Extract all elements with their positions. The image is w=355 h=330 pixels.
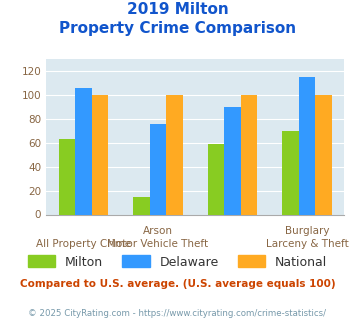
Text: Motor Vehicle Theft: Motor Vehicle Theft <box>108 239 208 249</box>
Text: 2019 Milton: 2019 Milton <box>127 2 228 16</box>
Text: Compared to U.S. average. (U.S. average equals 100): Compared to U.S. average. (U.S. average … <box>20 279 335 289</box>
Text: Arson: Arson <box>143 226 173 236</box>
Text: © 2025 CityRating.com - https://www.cityrating.com/crime-statistics/: © 2025 CityRating.com - https://www.city… <box>28 309 327 317</box>
Text: Property Crime Comparison: Property Crime Comparison <box>59 21 296 36</box>
Text: All Property Crime: All Property Crime <box>36 239 131 249</box>
Text: Larceny & Theft: Larceny & Theft <box>266 239 349 249</box>
Bar <box>241 95 257 214</box>
Bar <box>283 131 299 214</box>
Bar <box>150 124 166 214</box>
Bar <box>59 139 75 214</box>
Bar <box>208 144 224 214</box>
Text: Burglary: Burglary <box>285 226 329 236</box>
Bar <box>299 77 315 214</box>
Legend: Milton, Delaware, National: Milton, Delaware, National <box>23 250 332 274</box>
Bar <box>92 95 108 214</box>
Bar <box>166 95 182 214</box>
Bar <box>224 107 241 214</box>
Bar <box>75 88 92 214</box>
Bar <box>315 95 332 214</box>
Bar <box>133 197 150 214</box>
